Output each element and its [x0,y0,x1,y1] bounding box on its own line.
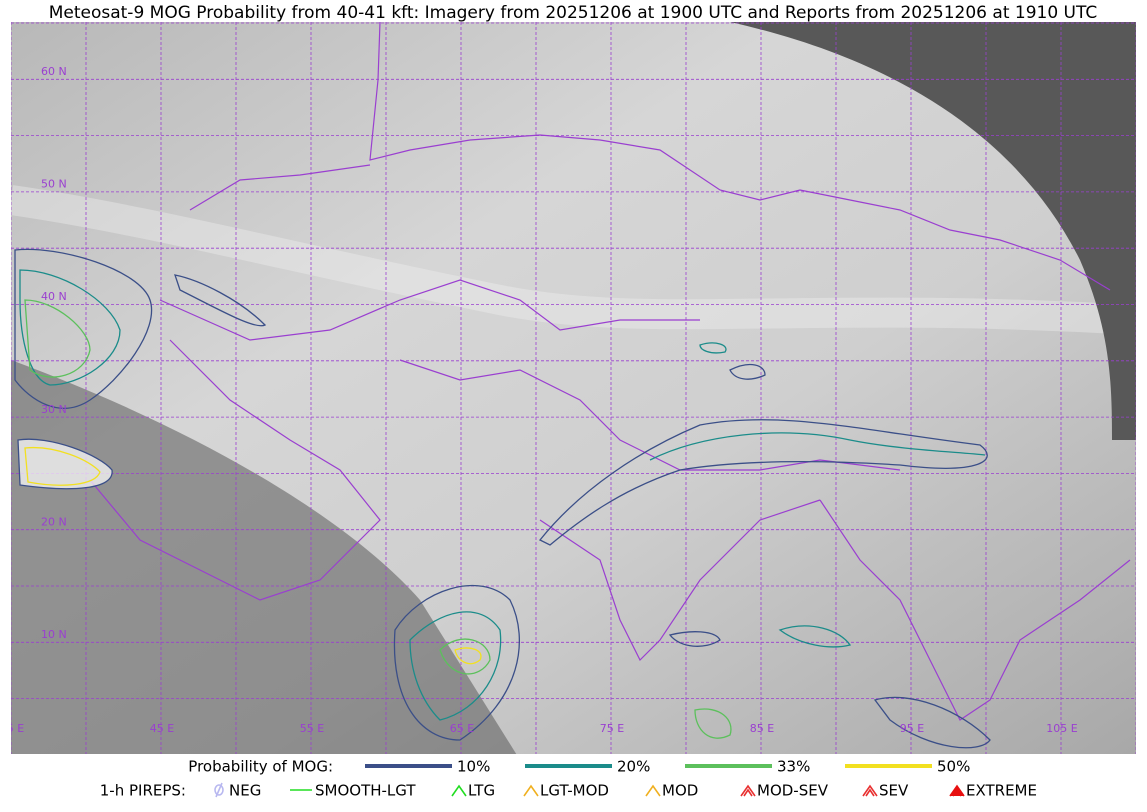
lat-label: 60 N [41,65,67,78]
off-disk [730,22,1136,440]
lon-label: 105 E [1046,722,1077,735]
legend-label: EXTREME [966,782,1037,800]
lat-label: 30 N [41,403,67,416]
pirep-icon [451,784,467,797]
pirep-icon [862,784,878,797]
pirep-icon [214,782,224,798]
graticule [11,22,1136,754]
pirep-icon [523,784,539,797]
lat-labels: 60 N 50 N 40 N 30 N 20 N 10 N [41,65,67,641]
dry-band [11,360,517,754]
pirep-icon [740,784,756,797]
legend-label: LGT-MOD [540,782,609,800]
lon-label: 95 E [900,722,924,735]
pirep-icon [949,784,965,797]
legend-label: 10% [457,758,490,776]
lon-label: 65 E [450,722,474,735]
lat-label: 10 N [41,628,67,641]
legend-label: SMOOTH-LGT [315,782,416,800]
legend-label: SEV [879,782,909,800]
mog-contours [14,248,991,749]
probability-title: Probability of MOG: [188,758,333,776]
legend-label: NEG [229,782,261,800]
lat-label: 20 N [41,515,67,528]
lon-label: 35 E [0,722,24,735]
title: Meteosat-9 MOG Probability from 40-41 kf… [49,3,1098,23]
legend-label: LTG [468,782,495,800]
jet-band [11,185,1136,335]
borders [89,22,1131,721]
pireps-title: 1-h PIREPS: [100,782,186,800]
lon-label: 75 E [600,722,624,735]
legend-label: 20% [617,758,650,776]
pirep-icon [645,784,661,797]
map: 60 N 50 N 40 N 30 N 20 N 10 N 35 E 45 E 55 E 65 … [0,22,1136,754]
legend-label: 50% [937,758,970,776]
lat-label: 50 N [41,178,67,191]
lon-label: 45 E [150,722,174,735]
lat-label: 40 N [41,290,67,303]
lon-label: 85 E [750,722,774,735]
lon-label: 55 E [300,722,324,735]
legend-label: MOD-SEV [757,782,829,800]
lon-labels: 35 E 45 E 55 E 65 E 75 E 85 E 95 E 105 E [0,722,1078,735]
legend: Probability of MOG: 1-h PIREPS: 10% 20% 33… [100,758,1037,800]
legend-label: MOD [662,782,698,800]
legend-label: 33% [777,758,810,776]
